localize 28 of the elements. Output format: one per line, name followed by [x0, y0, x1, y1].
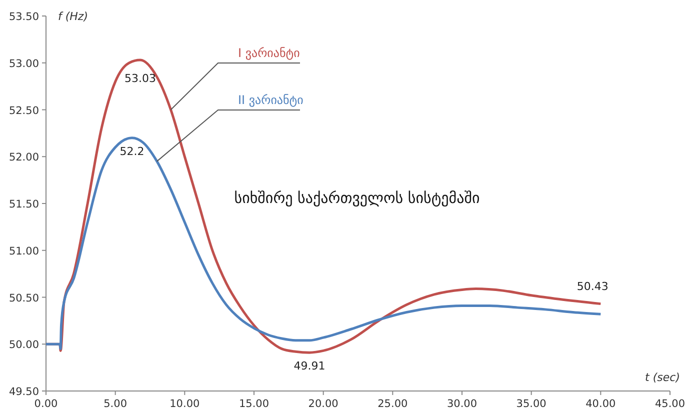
y-axis-title: f (Hz) [58, 10, 88, 23]
x-tick-label: 30.00 [446, 398, 478, 410]
x-tick-label: 45.00 [654, 398, 686, 410]
x-tick-label: 5.00 [104, 398, 128, 410]
annotation: 53.03 [124, 72, 156, 86]
y-tick-label: 51.50 [8, 198, 39, 210]
x-tick-label: 0.00 [34, 398, 58, 410]
y-tick-label: 53.00 [8, 58, 39, 70]
y-tick-label: 50.00 [8, 339, 39, 352]
y-tick-label: 53.50 [8, 11, 39, 23]
text: სიხშირე საქართველოს სისტემაში [234, 189, 480, 207]
y-tick-label: 52.50 [8, 104, 39, 117]
x-tick-label: 10.00 [170, 398, 200, 410]
x-tick-label: 40.00 [586, 398, 616, 410]
x-axis-title: t (sec) [645, 371, 680, 384]
text: I ვარიანტი [238, 46, 300, 60]
x-tick-label: 20.00 [308, 398, 338, 410]
x-tick-label: 35.00 [516, 398, 546, 410]
y-tick-label: 52.00 [8, 152, 39, 164]
annotation: 52.2 [120, 144, 144, 158]
y-tick-label: 49.50 [8, 386, 39, 398]
x-tick-label: 25.00 [378, 398, 408, 410]
text: II ვარიანტი [238, 93, 304, 107]
y-tick-label: 51.00 [8, 245, 39, 258]
annotation: 50.43 [576, 280, 608, 293]
y-tick-label: 50.50 [8, 292, 39, 304]
annotation: 49.91 [294, 360, 326, 373]
x-tick-label: 15.00 [238, 398, 270, 410]
